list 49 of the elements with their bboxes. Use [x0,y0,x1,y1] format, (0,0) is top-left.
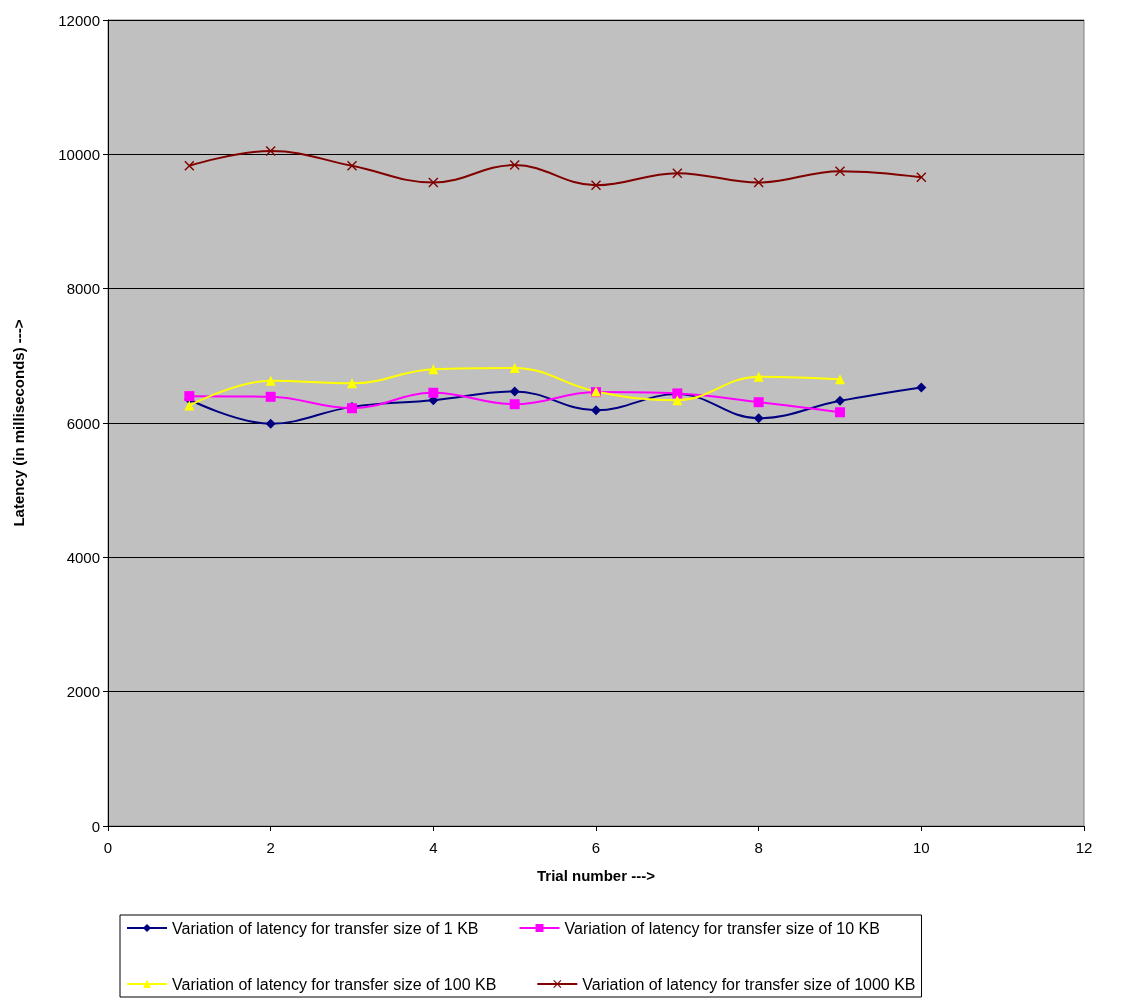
point [672,168,683,179]
point [428,177,439,188]
y-tick-label: 6000 [66,414,100,432]
point [509,160,520,171]
point [916,382,927,393]
point [835,407,845,418]
point [753,177,764,188]
point [753,371,764,382]
x-tick-label: 8 [754,839,763,856]
x-tick-label: 4 [429,839,438,856]
point [509,362,520,373]
legend-label: Variation of latency for transfer size of 10 KB [564,919,880,937]
y-tick-label: 2000 [66,683,100,701]
point [184,160,195,171]
legend-label: Variation of latency for transfer size of 1 KB [172,919,479,937]
y-tick-label: 4000 [66,548,100,566]
y-axis-title: Latency (in milliseconds) ---> [10,319,27,527]
point [265,145,276,156]
point [509,399,520,410]
point [347,378,357,389]
x-tick-label: 12 [1075,839,1093,856]
point [672,395,683,406]
point [509,386,520,397]
point [835,374,845,385]
legend-label: Variation of latency for transfer size of 1000 KB [582,975,916,993]
point [428,364,439,375]
x-tick-label: 2 [266,839,275,856]
point [753,413,764,424]
x-tick-label: 0 [103,839,113,856]
point [835,166,845,177]
point [184,400,195,411]
point [591,405,601,416]
point [265,375,276,386]
point [753,397,764,408]
x-axis-title: Trial number ---> [537,867,656,884]
x-tick-label: 6 [591,839,601,856]
point [428,387,439,398]
point [916,172,927,183]
y-tick-label: 0 [91,817,100,835]
y-tick-label: 8000 [66,280,100,298]
point [835,395,845,406]
point [265,391,276,402]
point [265,418,276,429]
point [591,180,601,191]
y-tick-label: 10000 [58,145,100,163]
legend-label: Variation of latency for transfer size of 100 KB [172,975,497,993]
point [347,160,357,171]
y-tick-label: 12000 [58,11,100,29]
x-tick-label: 10 [912,839,930,856]
